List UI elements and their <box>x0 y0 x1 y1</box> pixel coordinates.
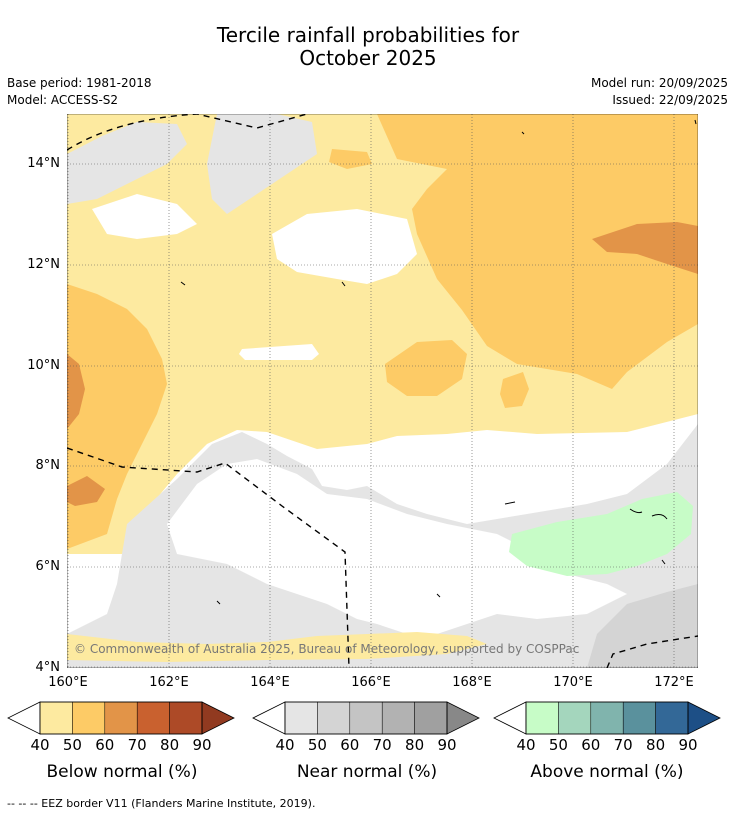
colorbar-near-ext-high <box>446 701 480 735</box>
white-gap-c <box>239 344 319 360</box>
colorbar-near-segment <box>317 701 351 735</box>
above-normal-40-region <box>509 492 693 576</box>
colorbar-near-segment <box>381 701 415 735</box>
colorbar-label-near: Near normal (%) <box>296 762 438 782</box>
white-gap-north <box>272 209 417 284</box>
colorbar-above-tick: 50 <box>548 736 568 754</box>
colorbar-near-tick: 50 <box>307 736 327 754</box>
colorbar-above-ext-high <box>687 701 721 735</box>
colorbar-above-tick: 40 <box>516 736 536 754</box>
rainfall-map: © Commonwealth of Australia 2025, Bureau… <box>67 114 698 668</box>
lat-label-4n: 4°N <box>35 660 61 675</box>
colorbar-near-tick: 60 <box>340 736 360 754</box>
colorbar-above-segment <box>655 701 689 735</box>
colorbar-below-ext-low <box>7 701 41 735</box>
colorbar-near-segment <box>284 701 318 735</box>
near-normal-50-region-se <box>587 584 698 668</box>
lon-label-168e: 168°E <box>452 675 492 690</box>
colorbar-below-segment <box>136 701 170 735</box>
lon-label-164e: 164°E <box>250 675 290 690</box>
colorbar-below-tick: 80 <box>160 736 180 754</box>
near-normal-40-region-nw <box>67 122 187 204</box>
colorbar-below-tick: 70 <box>127 736 147 754</box>
colorbar-near-tick: 90 <box>437 736 457 754</box>
colorbar-label-above: Above normal (%) <box>530 762 684 782</box>
map-title-line1: Tercile rainfall probabilities for <box>216 23 520 47</box>
below-normal-60-region-ne <box>592 222 698 274</box>
colorbar-below-tick: 50 <box>62 736 82 754</box>
colorbar-near-tick: 70 <box>372 736 392 754</box>
colorbar-below-segment <box>169 701 203 735</box>
model-run: Model run: 20/09/2025 <box>590 76 728 90</box>
model-name: Model: ACCESS-S2 <box>7 93 119 107</box>
below-normal-50-region-c <box>385 340 467 396</box>
white-gap-south <box>167 459 627 634</box>
issued-date: Issued: 22/09/2025 <box>612 93 728 107</box>
below-normal-50-region-ne <box>377 114 698 389</box>
lon-label-170e: 170°E <box>553 675 593 690</box>
colorbar-near-tick: 40 <box>275 736 295 754</box>
lon-label-172e: 172°E <box>654 675 694 690</box>
colorbar-below-tick: 40 <box>30 736 50 754</box>
white-gap-nw <box>92 194 197 239</box>
lat-label-14n: 14°N <box>27 156 60 171</box>
lon-label-166e: 166°E <box>351 675 391 690</box>
map-gridlines <box>67 114 698 668</box>
colorbar-above-segment <box>622 701 656 735</box>
colorbar-below-segment <box>39 701 73 735</box>
colorbar-above-tick: 70 <box>613 736 633 754</box>
colorbar-below-ext-high <box>201 701 235 735</box>
colorbar-below-tick: 60 <box>95 736 115 754</box>
colorbar-near-segment <box>349 701 383 735</box>
colorbar-above-tick: 90 <box>678 736 698 754</box>
below-normal-50-region-blob <box>500 372 529 408</box>
map-title-line2: October 2025 <box>299 46 437 70</box>
colorbars <box>7 701 721 735</box>
islands <box>180 119 697 605</box>
lon-label-162e: 162°E <box>149 675 189 690</box>
lat-label-8n: 8°N <box>35 458 61 473</box>
colorbar-near-tick: 80 <box>405 736 425 754</box>
colorbar-below-tick: 90 <box>192 736 212 754</box>
colorbar-above-tick: 80 <box>646 736 666 754</box>
colorbar-near-ext-low <box>252 701 286 735</box>
lat-label-6n: 6°N <box>35 559 61 574</box>
lon-label-160e: 160°E <box>48 675 88 690</box>
colorbar-above-ext-low <box>493 701 527 735</box>
base-period: Base period: 1981-2018 <box>7 76 152 90</box>
colorbar-below-segment <box>104 701 138 735</box>
lat-label-12n: 12°N <box>27 257 60 272</box>
below-normal-60-region-w <box>67 354 85 429</box>
colorbar-above-tick: 60 <box>581 736 601 754</box>
below-normal-60-region-sw <box>67 476 105 506</box>
colorbar-above-segment <box>558 701 592 735</box>
colorbar-near-segment <box>414 701 448 735</box>
colorbar-label-below: Below normal (%) <box>46 762 198 782</box>
below-normal-40-region-south-strip <box>67 632 487 662</box>
eez-footnote: -- -- -- EEZ border V11 (Flanders Marine… <box>7 797 316 810</box>
lat-label-10n: 10°N <box>27 358 60 373</box>
colorbar-below-segment <box>72 701 106 735</box>
colorbar-above-segment <box>590 701 624 735</box>
map-copyright: © Commonwealth of Australia 2025, Bureau… <box>74 642 579 656</box>
colorbar-above-segment <box>525 701 559 735</box>
